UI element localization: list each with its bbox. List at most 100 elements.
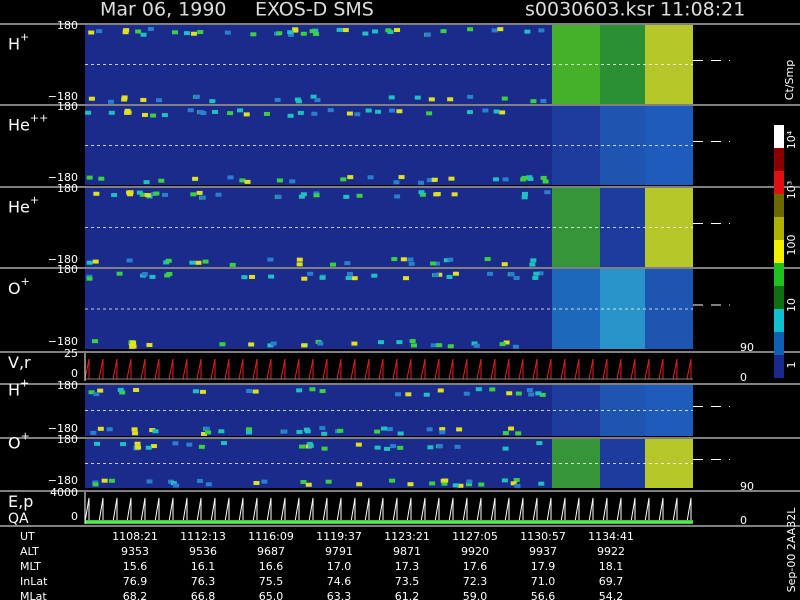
- spectrogram-cell: [219, 342, 226, 347]
- spectrogram-cell: [344, 261, 351, 266]
- table-cell: 17.0: [327, 560, 352, 573]
- spectrogram-cell: [521, 175, 528, 180]
- spectrogram-cell: [108, 478, 115, 483]
- spectrogram-cell: [431, 177, 438, 182]
- spectrogram-cell: [130, 340, 137, 345]
- header-text: EXOS-D SMS: [255, 0, 374, 21]
- spectrogram-cell: [196, 190, 203, 195]
- row-label: ALT: [20, 545, 39, 558]
- table-cell: 9920: [461, 545, 489, 558]
- spectrogram-cell: [239, 178, 246, 183]
- spectrogram-cell: [146, 343, 153, 348]
- spectrogram-cell: [391, 257, 398, 262]
- panel-label: V,r: [8, 353, 31, 372]
- panel-label: O+: [8, 275, 30, 298]
- spectrogram-cell: [467, 27, 474, 32]
- colorbar-tick-label: 10⁴: [785, 130, 798, 149]
- panel-label: He+: [8, 194, 39, 217]
- spectrogram-cell: [501, 96, 508, 101]
- spectrogram-cell: [533, 271, 540, 276]
- spectrogram-cell: [263, 111, 270, 116]
- spectrogram-cell: [544, 190, 551, 195]
- spectrogram-cell: [436, 444, 443, 449]
- spectrogram-cell: [439, 430, 446, 435]
- spectrogram-cell: [389, 478, 396, 483]
- spectrogram-cell: [98, 176, 105, 181]
- colorbar-cell: [774, 355, 784, 378]
- spectrogram-cell: [276, 178, 283, 183]
- spectrogram-cell: [506, 391, 513, 396]
- spectrogram-cell: [152, 429, 159, 434]
- spectrogram-cell: [237, 108, 244, 113]
- y-tick-label: 0: [71, 367, 78, 380]
- spectrogram-cell: [493, 109, 500, 114]
- y-tick-label: −180: [48, 474, 78, 487]
- spectrogram-cell: [249, 274, 256, 279]
- spectrogram-cell: [378, 340, 385, 345]
- spectrogram-cell: [351, 276, 358, 281]
- spectrogram-cell: [248, 342, 255, 347]
- table-cell: 17.6: [463, 560, 488, 573]
- table-cell: 17.3: [395, 560, 420, 573]
- table-cell: 56.6: [531, 590, 556, 600]
- y-tick-label: 180: [57, 182, 78, 195]
- spectrogram-cell: [418, 180, 425, 185]
- table-cell: 74.6: [327, 575, 352, 588]
- spectrogram-cell: [400, 257, 407, 262]
- side-note: Sep-00 2AA32L: [785, 507, 798, 593]
- spectrogram-cell: [117, 387, 124, 392]
- spectrogram-cell: [407, 482, 414, 487]
- spectrogram-cell: [443, 258, 450, 263]
- spectrogram-cell: [514, 483, 521, 488]
- spectrogram-cell: [268, 274, 275, 279]
- colorbar-tick-label: 10: [785, 298, 798, 312]
- spectrogram-cell: [394, 28, 401, 33]
- spectrogram-cell: [491, 28, 498, 33]
- spectrogram-cell: [319, 426, 326, 431]
- panel-label: E,p: [8, 492, 33, 511]
- table-cell: 9937: [529, 545, 557, 558]
- spectrogram-cell: [313, 32, 320, 37]
- spectrogram-cell: [502, 431, 509, 436]
- spectrogram-cell: [92, 339, 99, 344]
- spectrogram-cell: [121, 95, 128, 100]
- spectrogram-cell: [199, 195, 206, 200]
- spectrogram-cell: [351, 341, 358, 346]
- y-tick-label: −180: [48, 253, 78, 266]
- spectrogram-cell: [187, 108, 194, 113]
- spectrogram-cell: [133, 388, 140, 393]
- spectrogram-cell: [466, 479, 473, 484]
- spectrogram-cell: [473, 343, 480, 348]
- spectrogram-cell: [365, 108, 372, 113]
- spectrogram-cell: [275, 194, 282, 199]
- spectrogram-cell: [442, 478, 449, 483]
- spectrogram-cell: [502, 177, 509, 182]
- table-cell: 76.3: [191, 575, 216, 588]
- spectrogram-cell: [487, 271, 494, 276]
- spectrogram-cell: [172, 441, 179, 446]
- panel-label: He++: [8, 112, 48, 135]
- spectrogram-cell: [298, 194, 305, 199]
- y-tick-label: −180: [48, 335, 78, 348]
- spectrogram-cell: [503, 340, 510, 345]
- spectrogram-cell: [317, 341, 324, 346]
- spectrogram-cell: [475, 387, 482, 392]
- spectrogram-cell: [347, 175, 354, 180]
- spectrogram-cell: [197, 30, 204, 35]
- panel-label: H+: [8, 377, 29, 400]
- spectrogram-cell: [97, 426, 104, 431]
- spectrogram-cell: [122, 30, 129, 35]
- spectrogram-cell: [289, 179, 296, 184]
- spectrogram-cell: [101, 478, 108, 483]
- spectrogram-cell: [245, 427, 252, 432]
- spectrogram-cell: [90, 430, 97, 435]
- spectrogram-cell: [447, 257, 454, 262]
- header-text: s0030603.ksr: [525, 0, 654, 21]
- spectrogram-cell: [471, 341, 478, 346]
- spectrogram-cell: [380, 426, 387, 431]
- label-main: O: [8, 433, 21, 452]
- spectrogram-cell: [426, 427, 433, 432]
- label-main: E,p: [8, 492, 33, 511]
- spectrogram-cell: [508, 272, 515, 277]
- spectrogram-cell: [434, 192, 441, 197]
